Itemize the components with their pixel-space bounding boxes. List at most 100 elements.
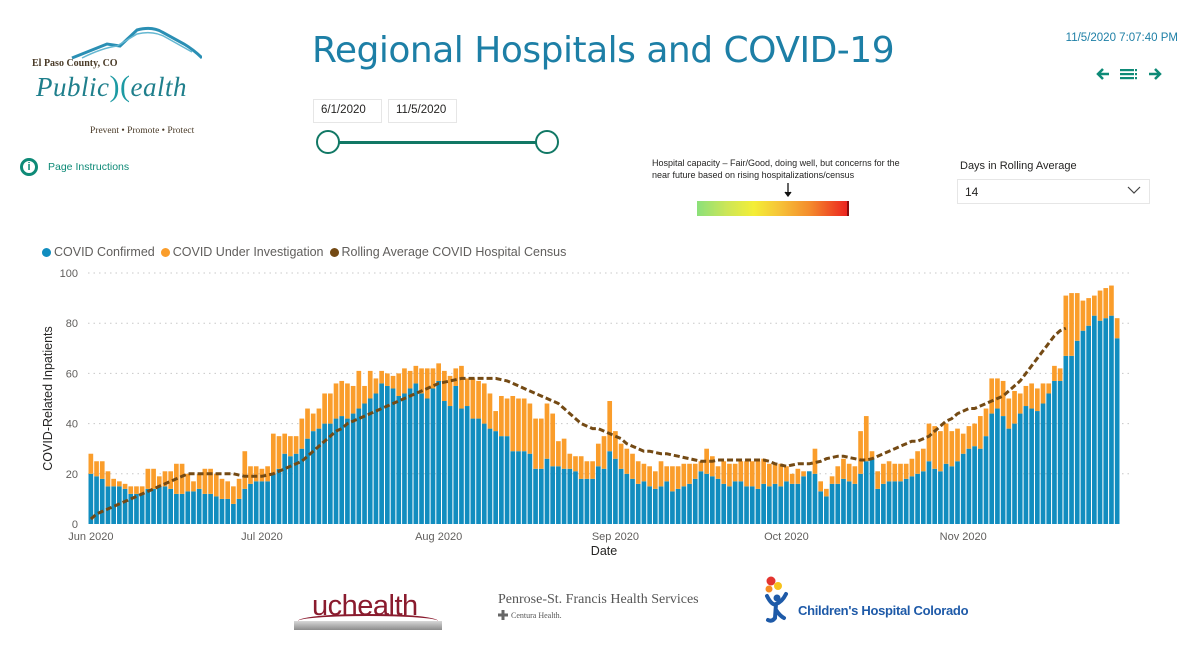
bar-confirmed bbox=[151, 488, 156, 524]
bar-pui bbox=[282, 433, 288, 454]
bar-pui bbox=[94, 461, 99, 477]
bar-pui bbox=[977, 416, 983, 449]
bar-confirmed bbox=[772, 483, 778, 524]
bar-pui bbox=[499, 395, 504, 437]
legend-item-confirmed[interactable]: COVID Confirmed bbox=[42, 245, 155, 259]
bar-pui bbox=[367, 370, 373, 399]
bar-pui bbox=[327, 393, 333, 424]
start-date-input[interactable]: 6/1/2020 bbox=[313, 99, 382, 123]
bar-confirmed bbox=[174, 493, 179, 524]
bar-pui bbox=[379, 370, 384, 384]
bar-confirmed bbox=[881, 483, 886, 524]
bar-confirmed bbox=[960, 453, 966, 524]
bar-pui bbox=[647, 466, 652, 487]
bar-confirmed bbox=[407, 388, 413, 524]
bar-pui bbox=[915, 451, 920, 474]
bar-pui bbox=[533, 418, 538, 469]
bar-confirmed bbox=[886, 481, 892, 524]
bar-pui bbox=[333, 383, 339, 419]
rolling-average-dropdown[interactable]: 14 bbox=[957, 179, 1150, 204]
bar-pui bbox=[903, 463, 909, 479]
date-range-start-handle[interactable] bbox=[316, 130, 340, 154]
bar-confirmed bbox=[767, 486, 772, 524]
logo-name: Public)(ealth bbox=[36, 70, 187, 103]
bar-pui bbox=[1012, 390, 1017, 424]
bar-pui bbox=[464, 378, 470, 407]
bar-confirmed bbox=[282, 453, 288, 524]
bar-confirmed bbox=[1097, 320, 1103, 524]
bar-pui bbox=[858, 431, 863, 474]
bar-confirmed bbox=[875, 488, 881, 524]
x-tick-label: Jun 2020 bbox=[68, 531, 113, 543]
y-tick-label: 80 bbox=[66, 318, 78, 330]
bar-confirmed bbox=[487, 428, 493, 524]
bar-pui bbox=[966, 426, 972, 449]
bar-confirmed bbox=[789, 483, 795, 524]
page-instructions-button[interactable]: i Page Instructions bbox=[20, 158, 129, 176]
bar-confirmed bbox=[556, 466, 561, 524]
bar-confirmed bbox=[265, 481, 270, 524]
bar-pui bbox=[601, 436, 607, 469]
bar-confirmed bbox=[641, 481, 647, 524]
bar-confirmed bbox=[538, 468, 544, 524]
date-range-slider-track[interactable] bbox=[328, 141, 546, 144]
bar-pui bbox=[424, 368, 430, 399]
bar-pui bbox=[231, 486, 236, 504]
bar-confirmed bbox=[801, 476, 806, 524]
bar-confirmed bbox=[1074, 340, 1080, 524]
bar-confirmed bbox=[824, 496, 829, 524]
list-icon[interactable] bbox=[1119, 66, 1139, 86]
bar-confirmed bbox=[1017, 413, 1023, 524]
bar-confirmed bbox=[755, 488, 761, 524]
bar-confirmed bbox=[305, 438, 310, 524]
bar-confirmed bbox=[499, 436, 504, 524]
bar-confirmed bbox=[624, 473, 630, 524]
legend-dot-confirmed bbox=[42, 247, 51, 257]
bar-pui bbox=[778, 463, 784, 487]
bar-pui bbox=[322, 393, 327, 424]
bar-pui bbox=[863, 416, 869, 462]
bar-confirmed bbox=[983, 436, 989, 524]
legend-item-rolling[interactable]: Rolling Average COVID Hospital Census bbox=[329, 245, 566, 259]
bar-pui bbox=[310, 413, 316, 432]
bar-pui bbox=[1006, 398, 1012, 429]
bar-confirmed bbox=[419, 393, 424, 524]
bar-confirmed bbox=[727, 486, 732, 524]
bar-confirmed bbox=[681, 486, 687, 524]
arrow-right-icon[interactable] bbox=[1147, 66, 1163, 86]
logo-county: El Paso County, CO bbox=[32, 58, 118, 69]
bar-confirmed bbox=[818, 491, 824, 524]
bar-pui bbox=[504, 398, 510, 437]
bar-pui bbox=[122, 483, 128, 489]
uchealth-logo: uchealth bbox=[294, 588, 442, 630]
bar-pui bbox=[692, 463, 698, 479]
bar-pui bbox=[715, 466, 721, 479]
bar-pui bbox=[316, 408, 322, 429]
legend-item-pui[interactable]: COVID Under Investigation bbox=[160, 245, 324, 259]
bar-pui bbox=[168, 471, 174, 489]
legend-dot-pui bbox=[160, 247, 170, 257]
bar-pui bbox=[892, 463, 898, 482]
bar-pui bbox=[1046, 383, 1052, 394]
bar-pui bbox=[527, 403, 533, 454]
date-range-end-handle[interactable] bbox=[535, 130, 559, 154]
bar-confirmed bbox=[778, 486, 784, 524]
bar-pui bbox=[430, 368, 436, 389]
end-date-input[interactable]: 11/5/2020 bbox=[388, 99, 457, 123]
bar-pui bbox=[846, 463, 852, 482]
childrens-hospital-logo: Children's Hospital Colorado bbox=[762, 576, 969, 628]
bar-confirmed bbox=[1034, 411, 1040, 524]
bar-confirmed bbox=[453, 385, 459, 524]
bar-pui bbox=[1034, 388, 1040, 412]
bar-confirmed bbox=[345, 418, 350, 524]
arrow-left-icon[interactable] bbox=[1095, 66, 1111, 86]
bar-confirmed bbox=[892, 481, 898, 524]
bar-confirmed bbox=[995, 408, 1000, 524]
bar-pui bbox=[995, 378, 1000, 409]
bar-confirmed bbox=[122, 488, 128, 524]
bar-confirmed bbox=[829, 483, 835, 524]
x-tick-label: Jul 2020 bbox=[241, 531, 283, 543]
bar-pui bbox=[487, 393, 493, 429]
bar-pui bbox=[772, 463, 778, 484]
bar-confirmed bbox=[955, 461, 960, 524]
